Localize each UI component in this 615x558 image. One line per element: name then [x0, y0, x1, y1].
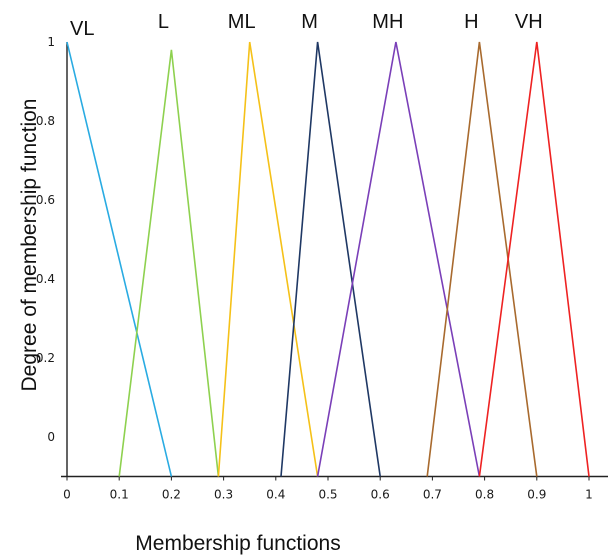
x-tick-label: 0.2 — [162, 488, 181, 502]
x-tick-labels: 0 0.1 0.2 0.3 0.4 0.5 0.6 0.7 0.8 0.9 1 — [63, 476, 593, 502]
axes — [61, 42, 608, 478]
set-label-vl: VL — [70, 18, 94, 40]
curve-vh — [478, 41, 590, 477]
x-tick-label: 0.8 — [475, 488, 494, 502]
set-label-h: H — [464, 11, 478, 33]
curve-l — [118, 49, 220, 477]
y-tick-label: 0.4 — [36, 272, 55, 286]
curve-m — [280, 41, 381, 477]
x-tick-label: 0.9 — [527, 488, 546, 502]
x-tick-label: 0.6 — [371, 488, 390, 502]
y-tick-labels: 0 0.2 0.4 0.6 0.8 1 — [36, 35, 55, 444]
x-tick-label: 0 — [63, 488, 71, 502]
curve-h — [426, 41, 538, 477]
y-tick-label: 1 — [47, 35, 55, 49]
membership-curves — [66, 41, 590, 477]
x-tick-label: 1 — [585, 488, 593, 502]
y-tick-label: 0.6 — [36, 193, 55, 207]
y-tick-label: 0 — [47, 430, 55, 444]
x-tick-label: 0.5 — [318, 488, 337, 502]
x-axis-title: Membership functions — [135, 532, 340, 555]
set-label-ml: ML — [228, 11, 256, 33]
curve-ml — [217, 41, 319, 477]
y-tick-label: 0.8 — [36, 114, 55, 128]
curve-vl — [66, 41, 173, 477]
set-labels: VL L ML M MH H VH — [70, 11, 543, 40]
x-tick-label: 0.3 — [214, 488, 233, 502]
set-label-l: L — [158, 11, 169, 33]
set-label-m: M — [301, 11, 318, 33]
y-axis-title: Degree of membership function — [18, 99, 41, 392]
curve-mh — [316, 41, 481, 477]
set-label-mh: MH — [372, 11, 403, 33]
set-label-vh: VH — [515, 11, 543, 33]
x-tick-label: 0.7 — [423, 488, 442, 502]
x-tick-label: 0.1 — [110, 488, 129, 502]
y-tick-label: 0.2 — [36, 351, 55, 365]
x-tick-label: 0.4 — [266, 488, 285, 502]
